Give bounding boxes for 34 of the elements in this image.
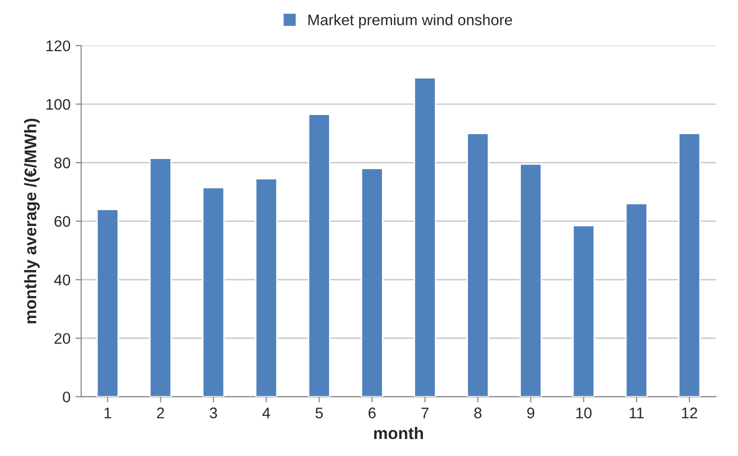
x-tick-label: 6: [368, 408, 376, 418]
y-tick-label: 100: [46, 98, 70, 110]
bar: [308, 114, 330, 397]
y-axis-title: monthly average /(€/MWh): [24, 118, 40, 324]
y-tick-label: 60: [54, 216, 70, 227]
legend-label: Market premium wind onshore: [308, 14, 512, 28]
y-tick-label: 80: [54, 158, 70, 168]
y-tick-label: 40: [54, 274, 70, 286]
bar: [255, 178, 278, 397]
x-tick-label: 1: [104, 408, 112, 418]
x-tick-label: 11: [630, 408, 644, 418]
bar: [202, 186, 225, 397]
bar: [149, 158, 172, 397]
y-tick-label: 0: [62, 392, 70, 402]
x-tick-label: 10: [576, 408, 592, 418]
bar: [360, 168, 384, 397]
x-tick-label: 7: [422, 408, 428, 418]
bar: [678, 132, 701, 397]
x-tick-label: 8: [474, 408, 482, 418]
y-tick-label: 120: [46, 40, 70, 52]
x-tick-label: 5: [316, 408, 323, 418]
x-tick-label: 9: [527, 408, 534, 418]
bar: [519, 163, 542, 397]
bar: [96, 208, 119, 397]
x-tick-label: 12: [682, 408, 698, 418]
x-tick-label: 4: [262, 408, 270, 418]
bar: [414, 77, 436, 397]
y-tick-label: 20: [54, 333, 70, 344]
x-tick-label: 2: [157, 408, 164, 418]
bar: [466, 132, 490, 397]
bar: [625, 202, 648, 397]
x-tick-label: 3: [210, 408, 217, 418]
x-axis-title: month: [374, 426, 423, 440]
bar: [572, 224, 595, 397]
